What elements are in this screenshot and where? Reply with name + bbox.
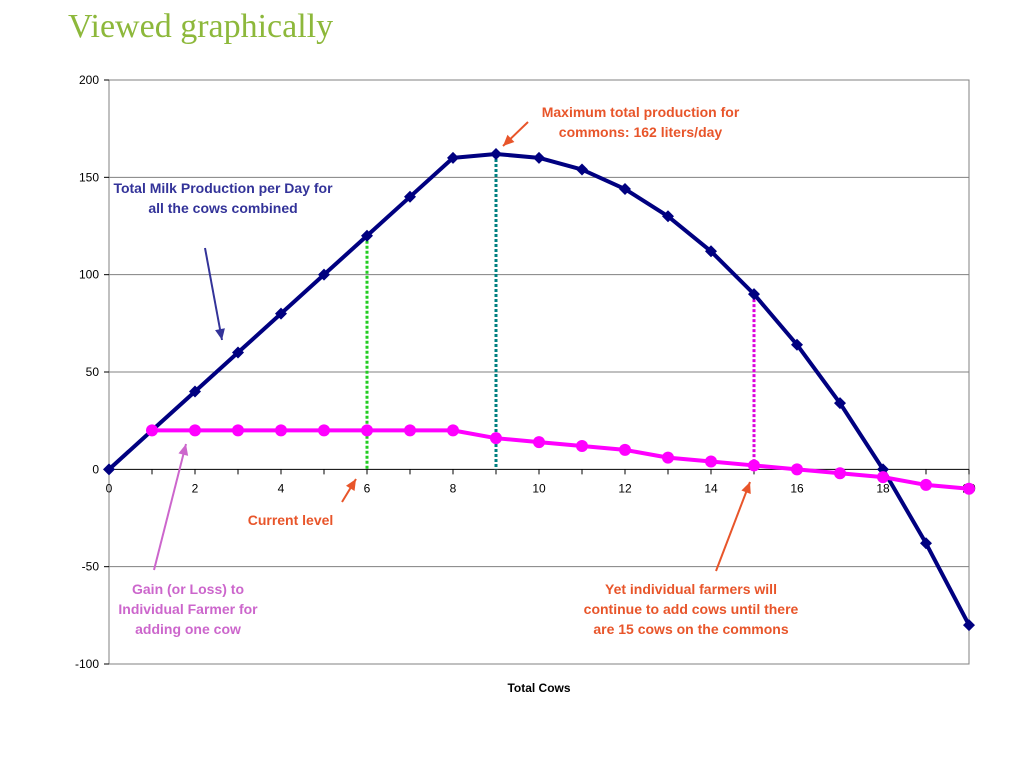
total-milk-arrow-shaft	[204, 247, 223, 341]
total-production-point	[662, 210, 674, 223]
individual-gain-point	[361, 424, 373, 437]
individual-gain-point	[662, 451, 674, 464]
total-production-point	[490, 147, 502, 160]
individual-gain-point	[619, 443, 631, 456]
total-production-point	[404, 190, 416, 203]
individual-gain-point	[920, 478, 932, 491]
individual-gain-point	[447, 424, 459, 437]
total-production-point	[791, 338, 803, 351]
fifteen-cows-arrow-shaft	[715, 481, 751, 572]
fifteen-cows-arrow-head	[741, 482, 751, 495]
y-tick-label: 50	[86, 365, 100, 379]
total-production-point	[103, 463, 115, 476]
total-production-point	[748, 288, 760, 301]
y-tick-label: -50	[82, 560, 100, 574]
annotation-max-production: Maximum total production for commons: 16…	[541, 104, 740, 140]
annotation-gain-loss: Gain (or Loss) to Individual Farmer for …	[118, 581, 258, 637]
y-tick-label: 150	[79, 170, 99, 184]
individual-gain-point	[791, 463, 803, 476]
total-production-point	[576, 163, 588, 176]
gain-loss-arrow-shaft	[153, 443, 187, 571]
x-tick-label: 12	[618, 481, 632, 495]
slide-title: Viewed graphically	[68, 8, 334, 45]
individual-gain-point	[232, 424, 244, 437]
total-production-point	[619, 183, 631, 196]
individual-gain-point	[318, 424, 330, 437]
x-tick-label: 16	[790, 481, 804, 495]
y-tick-label: -100	[75, 657, 99, 671]
individual-gain-point	[490, 432, 502, 445]
total-production-point	[705, 245, 717, 258]
individual-gain-point	[963, 482, 975, 495]
x-tick-label: 18	[876, 481, 890, 495]
annotation-current-level: Current level	[247, 512, 334, 528]
total-production-point	[232, 346, 244, 359]
series-total-production-line	[107, 151, 971, 626]
x-tick-label: 14	[704, 481, 718, 495]
total-production-point	[361, 229, 373, 242]
individual-gain-point	[834, 467, 846, 480]
x-tick-label: 6	[364, 481, 371, 495]
x-axis-title: Total Cows	[507, 681, 570, 695]
annotation-total-milk: Total Milk Production per Day for all th…	[113, 180, 333, 216]
individual-gain-point	[533, 436, 545, 449]
total-milk-arrow-head	[215, 328, 225, 340]
series-individual-gain-line	[152, 428, 970, 491]
individual-gain-point	[748, 459, 760, 472]
total-production-point	[189, 385, 201, 398]
total-production-point	[447, 151, 459, 164]
max-production-arrow-head	[503, 134, 515, 146]
x-tick-label: 4	[278, 481, 285, 495]
total-production-point	[318, 268, 330, 281]
individual-gain-point	[189, 424, 201, 437]
x-tick-label: 10	[532, 481, 546, 495]
total-production-point	[275, 307, 287, 320]
total-production-point	[920, 537, 932, 550]
total-production-point	[963, 619, 975, 632]
current-level-arrow-head	[346, 479, 356, 491]
individual-gain-point	[404, 424, 416, 437]
annotation-fifteen-cows: Yet individual farmers will continue to …	[583, 581, 799, 637]
individual-gain-point	[275, 424, 287, 437]
individual-gain-point	[705, 455, 717, 468]
individual-gain-point	[576, 439, 588, 452]
total-production-point	[533, 151, 545, 164]
x-tick-label: 0	[106, 481, 113, 495]
x-tick-label: 2	[192, 481, 199, 495]
y-tick-label: 0	[92, 462, 99, 476]
y-tick-label: 200	[79, 73, 99, 87]
individual-gain-point	[146, 424, 158, 437]
total-production-point	[834, 397, 846, 410]
y-tick-label: 100	[79, 268, 99, 282]
gain-loss-arrow-head	[178, 444, 189, 456]
x-tick-label: 8	[450, 481, 457, 495]
individual-gain-point	[877, 471, 889, 484]
